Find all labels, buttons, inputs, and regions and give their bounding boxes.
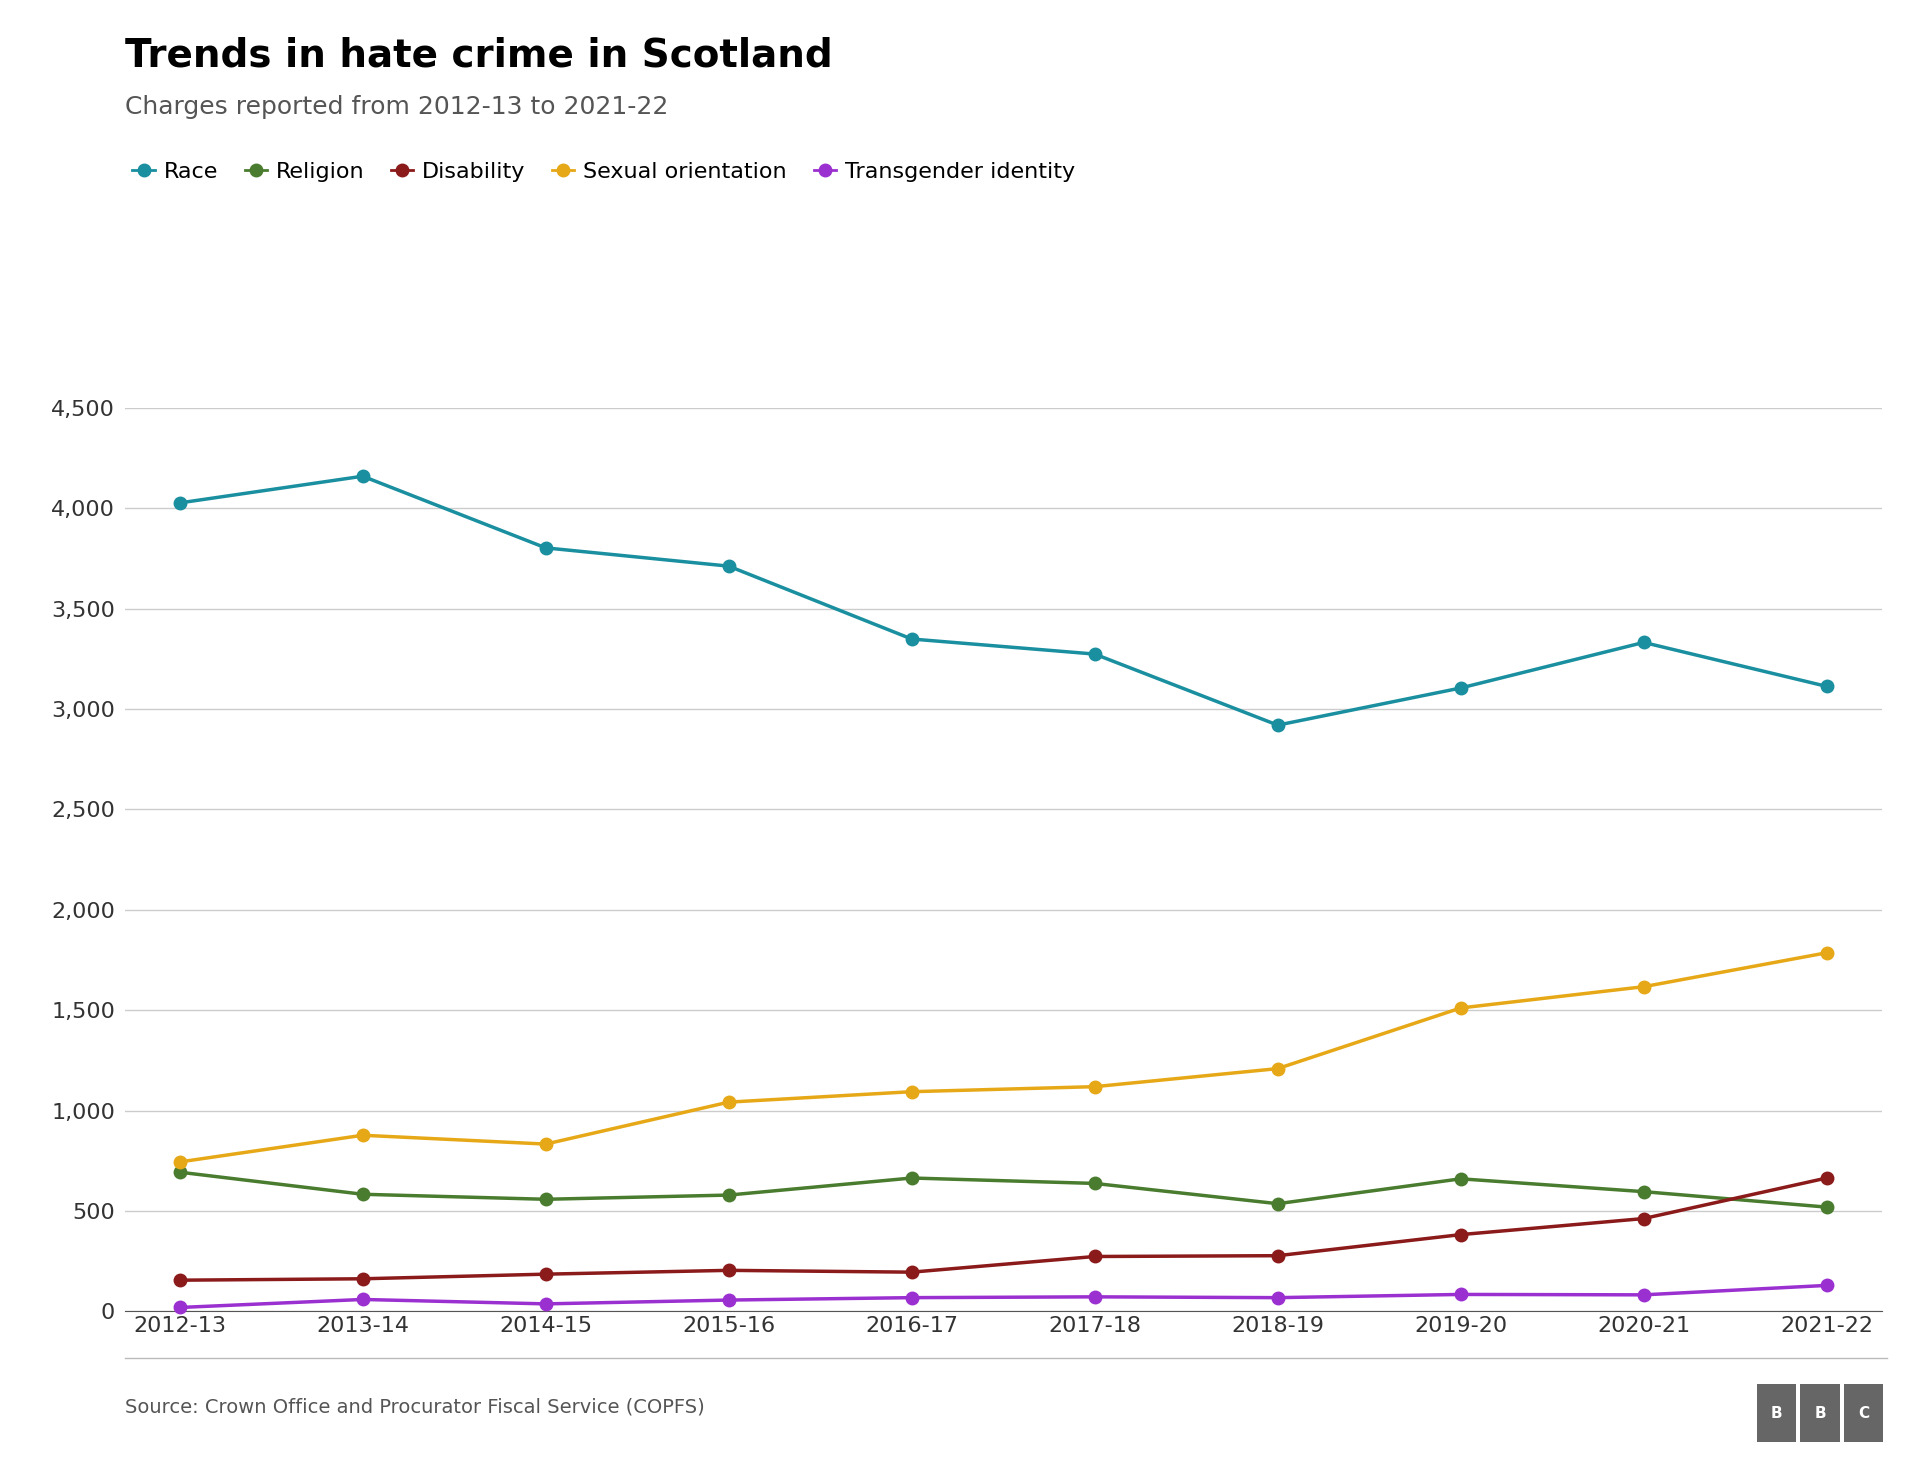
Line: Race: Race [173,471,1834,731]
Religion [534,1190,557,1208]
Transgender identity [1083,1288,1106,1305]
Disability [1632,1209,1655,1227]
Text: B: B [1770,1406,1782,1421]
Religion [1083,1174,1106,1192]
Bar [1801,1384,1839,1442]
Line: Transgender identity: Transgender identity [173,1279,1834,1314]
Sexual orientation [900,1083,924,1100]
Religion [1814,1198,1837,1215]
Religion [169,1164,192,1182]
Transgender identity [534,1295,557,1313]
Sexual orientation [1083,1078,1106,1096]
Text: Trends in hate crime in Scotland: Trends in hate crime in Scotland [125,36,833,74]
Sexual orientation [1632,978,1655,995]
Bar [1843,1384,1884,1442]
Sexual orientation [169,1152,192,1170]
Religion [1632,1183,1655,1201]
Line: Sexual orientation: Sexual orientation [173,947,1834,1169]
Race [718,558,741,576]
Disability [1814,1170,1837,1187]
Religion [1265,1195,1288,1212]
Disability [1450,1225,1473,1243]
Sexual orientation [1450,1000,1473,1017]
Religion [351,1186,374,1203]
Sexual orientation [534,1135,557,1152]
Sexual orientation [1814,944,1837,962]
Race [1083,645,1106,663]
Race [1632,634,1655,651]
Sexual orientation [718,1093,741,1110]
Race [1450,679,1473,696]
Disability [169,1272,192,1289]
Line: Religion: Religion [173,1166,1834,1214]
Religion [1450,1170,1473,1187]
Transgender identity [1450,1285,1473,1303]
Transgender identity [1265,1289,1288,1307]
Religion [718,1186,741,1203]
Sexual orientation [351,1126,374,1144]
Disability [1265,1247,1288,1265]
Bar [1757,1384,1797,1442]
Transgender identity [169,1298,192,1316]
Disability [351,1271,374,1288]
Disability [1083,1247,1106,1265]
Transgender identity [351,1291,374,1308]
Text: Charges reported from 2012-13 to 2021-22: Charges reported from 2012-13 to 2021-22 [125,95,668,118]
Text: Source: Crown Office and Procurator Fiscal Service (COPFS): Source: Crown Office and Procurator Fisc… [125,1397,705,1416]
Race [900,631,924,648]
Transgender identity [1814,1276,1837,1294]
Race [1814,678,1837,695]
Race [534,539,557,557]
Disability [718,1262,741,1279]
Race [351,468,374,485]
Legend: Race, Religion, Disability, Sexual orientation, Transgender identity: Race, Religion, Disability, Sexual orien… [132,162,1075,182]
Transgender identity [900,1289,924,1307]
Disability [900,1263,924,1281]
Text: C: C [1859,1406,1868,1421]
Text: B: B [1814,1406,1826,1421]
Race [169,494,192,511]
Line: Disability: Disability [173,1171,1834,1287]
Race [1265,717,1288,734]
Religion [900,1170,924,1187]
Transgender identity [1632,1287,1655,1304]
Transgender identity [718,1291,741,1308]
Disability [534,1266,557,1284]
Sexual orientation [1265,1059,1288,1077]
